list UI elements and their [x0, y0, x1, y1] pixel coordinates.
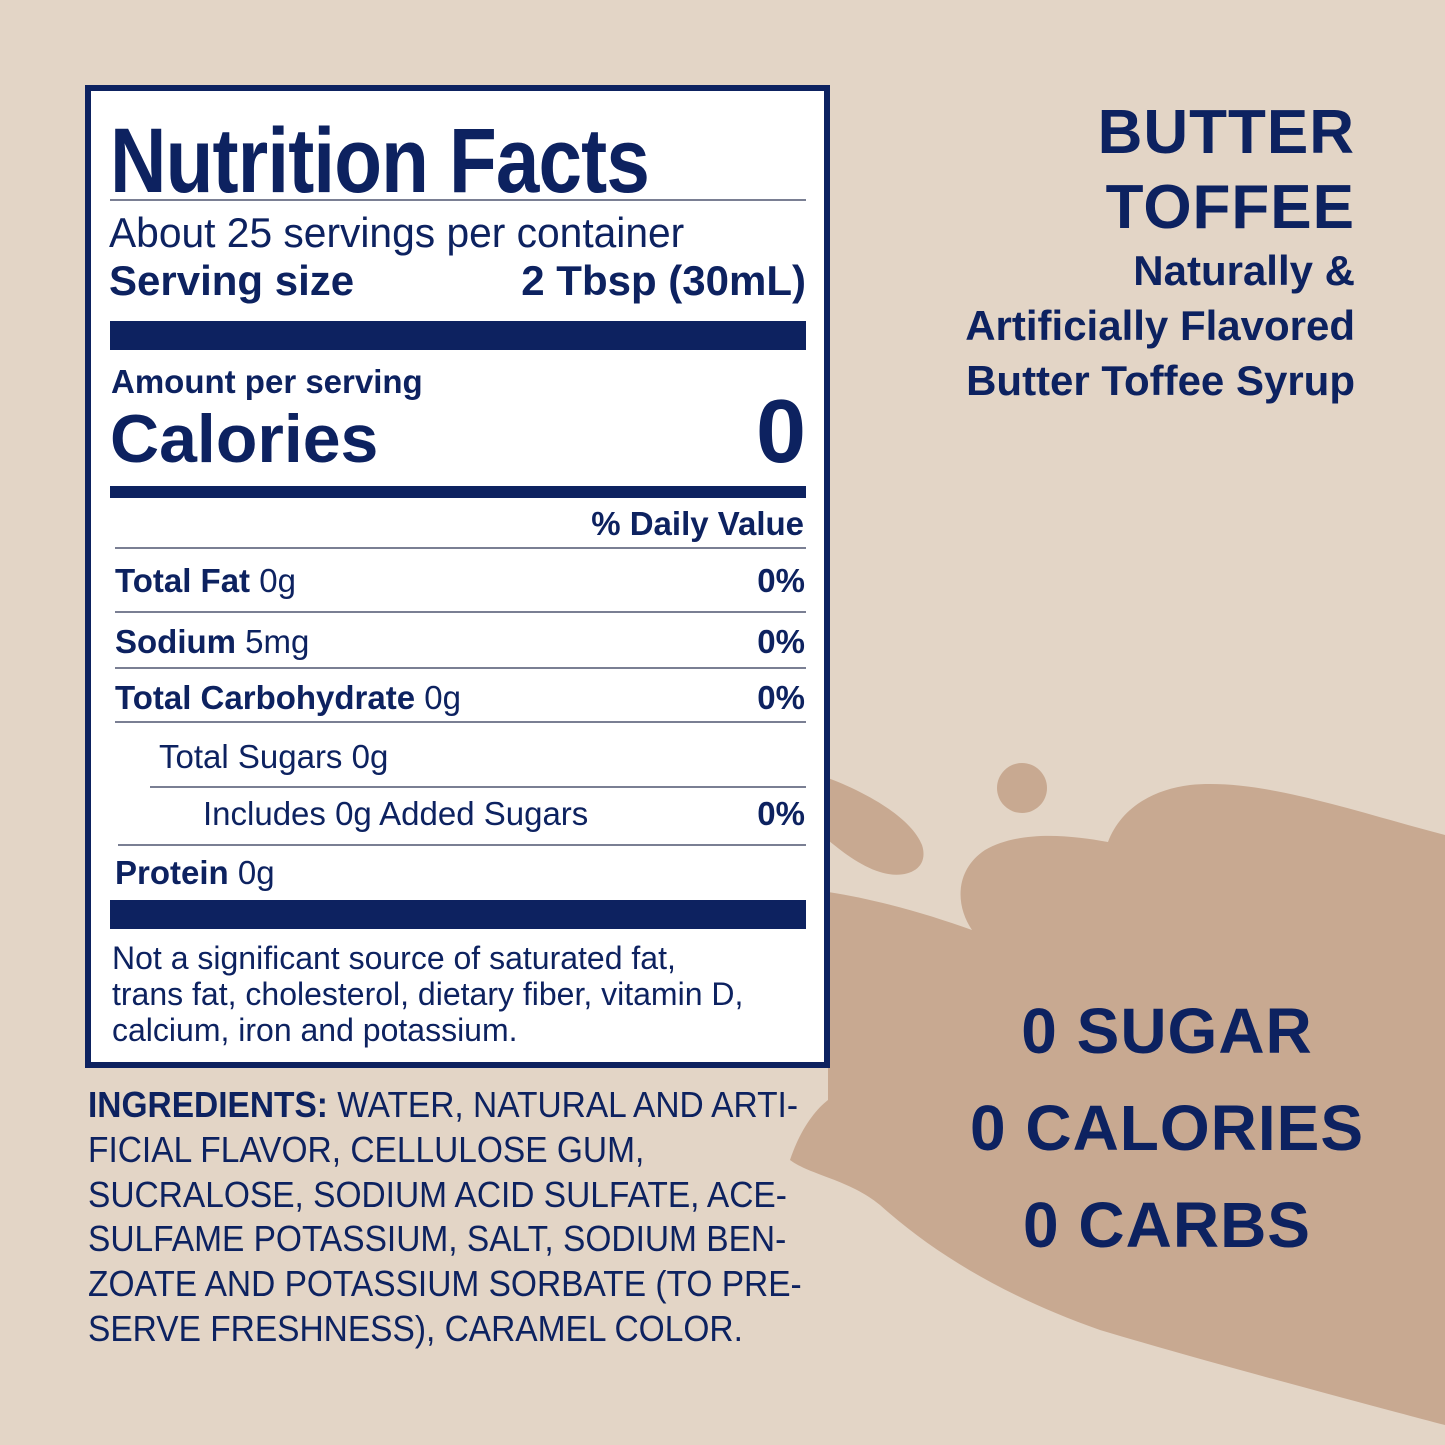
- ingredients-line: SULFAME POTASSIUM, SALT, SODIUM BEN-: [88, 1218, 787, 1259]
- label-title: Nutrition Facts: [110, 110, 650, 212]
- calories-label: Calories: [110, 401, 379, 477]
- serving-size-value: 2 Tbsp (30mL): [521, 257, 806, 304]
- ingredients-label: INGREDIENTS:: [88, 1084, 328, 1125]
- divider: [110, 199, 806, 201]
- nutrient-amount: Includes 0g Added Sugars: [203, 795, 589, 832]
- claim-zero-calories: 0 CALORIES: [969, 1092, 1365, 1164]
- footnote-line: calcium, iron and potassium.: [112, 1012, 518, 1048]
- splash-droplet: [997, 763, 1047, 813]
- nutrient-dv: 0%: [757, 623, 805, 660]
- footnote-line: Not a significant source of saturated fa…: [112, 940, 676, 976]
- divider: [115, 721, 806, 723]
- divider: [115, 611, 806, 613]
- amount-per-serving: Amount per serving: [111, 363, 423, 400]
- thick-divider: [110, 321, 806, 350]
- nutrient-row-sodium: Sodium 5mg 0%: [115, 624, 805, 660]
- ingredients-line: WATER, NATURAL AND ARTI-: [327, 1084, 798, 1125]
- serving-size-label: Serving size: [109, 257, 355, 304]
- footnote-line: trans fat, cholesterol, dietary fiber, v…: [112, 976, 744, 1012]
- product-description-line: Artificially Flavored: [965, 302, 1355, 349]
- nutrient-dv: 0%: [757, 795, 805, 832]
- nutrient-dv: 0%: [757, 679, 805, 716]
- nutrient-amount: 5mg: [245, 623, 310, 660]
- medium-divider: [110, 486, 806, 498]
- divider: [115, 667, 806, 669]
- splash-body: [790, 784, 1445, 1425]
- product-name-line: TOFFEE: [1105, 173, 1355, 242]
- nutrient-amount: Total Sugars 0g: [159, 738, 389, 775]
- daily-value-header: % Daily Value: [591, 505, 804, 542]
- nutrient-name: Sodium: [115, 623, 236, 660]
- ingredients-line: FICIAL FLAVOR, CELLULOSE GUM,: [88, 1129, 645, 1170]
- nutrient-row-total-carbohydrate: Total Carbohydrate 0g 0%: [115, 680, 805, 716]
- nutrition-facts-label: Nutrition Facts About 25 servings per co…: [85, 85, 830, 1068]
- nutrient-amount: 0g: [259, 562, 296, 599]
- product-description-line: Naturally &: [1133, 247, 1355, 294]
- ingredients-line: ZOATE AND POTASSIUM SORBATE (TO PRE-: [88, 1263, 802, 1304]
- divider: [150, 786, 806, 788]
- calories-value: 0: [755, 382, 806, 482]
- nutrient-dv: 0%: [757, 562, 805, 599]
- nutrient-row-added-sugars: Includes 0g Added Sugars 0%: [203, 796, 805, 832]
- nutrient-row-total-fat: Total Fat 0g 0%: [115, 563, 805, 599]
- product-name-line: BUTTER: [1097, 98, 1355, 167]
- nutrient-name: Protein: [115, 854, 229, 891]
- nutrient-amount: 0g: [424, 679, 461, 716]
- nutrient-row-protein: Protein 0g: [115, 855, 805, 891]
- splash-drop: [828, 778, 924, 875]
- thick-divider: [110, 900, 806, 929]
- nutrient-row-total-sugars: Total Sugars 0g: [159, 739, 805, 775]
- divider: [118, 844, 806, 846]
- servings-per-container: About 25 servings per container: [109, 209, 685, 256]
- ingredients-line: SUCRALOSE, SODIUM ACID SULFATE, ACE-: [88, 1174, 787, 1215]
- claim-zero-sugar: 0 SUGAR: [1021, 995, 1313, 1067]
- divider: [115, 547, 806, 549]
- claim-zero-carbs: 0 CARBS: [1023, 1189, 1311, 1261]
- product-description-line: Butter Toffee Syrup: [966, 357, 1355, 404]
- nutrient-name: Total Carbohydrate: [115, 679, 416, 716]
- nutrient-name: Total Fat: [115, 562, 251, 599]
- nutrient-amount: 0g: [237, 854, 275, 891]
- footnote: Not a significant source of saturated fa…: [112, 940, 743, 1048]
- ingredients-line: SERVE FRESHNESS), CARAMEL COLOR.: [88, 1308, 743, 1349]
